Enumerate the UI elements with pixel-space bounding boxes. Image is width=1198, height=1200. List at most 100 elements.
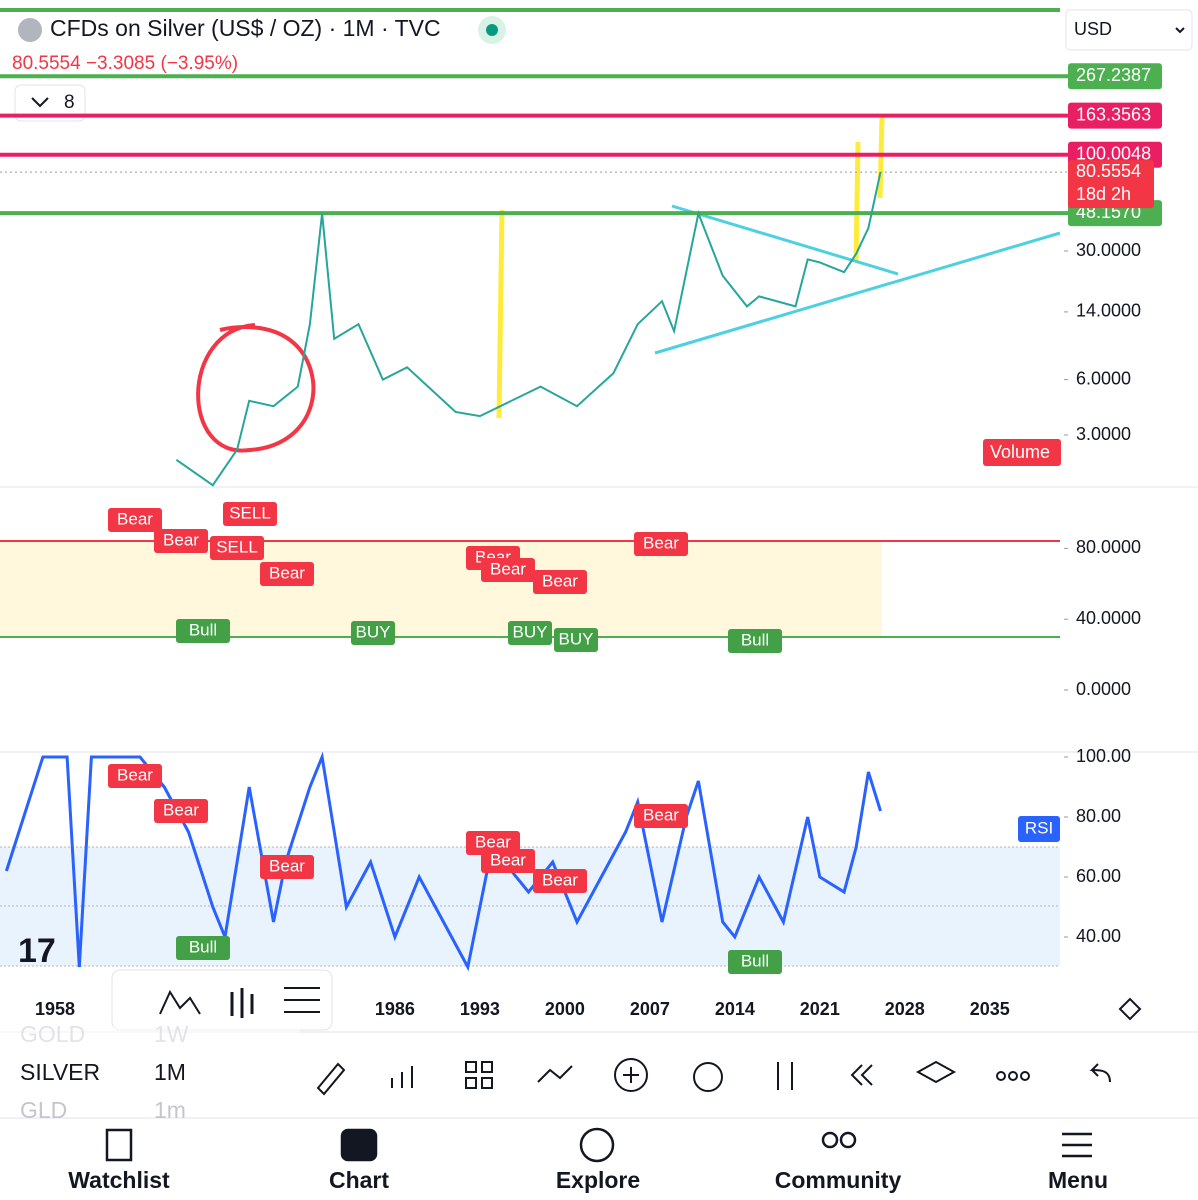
signal-label: Bear	[163, 800, 199, 819]
drawing-line	[877, 117, 885, 199]
nav-icon[interactable]	[579, 1127, 615, 1163]
tool-icon[interactable]	[614, 1058, 648, 1092]
tool-icon[interactable]	[850, 1064, 873, 1086]
rsi-badge	[1018, 816, 1060, 842]
nav-label[interactable]: Watchlist	[68, 1167, 170, 1193]
x-tick-label: 2035	[970, 999, 1010, 1019]
tool-icon[interactable]	[230, 988, 254, 1018]
tool-icon[interactable]	[465, 1061, 477, 1073]
x-tick-label: 1993	[460, 999, 500, 1019]
chart-title: CFDs on Silver (US$ / OZ) · 1M · TVC	[50, 15, 441, 41]
nav-icon[interactable]	[1062, 1132, 1092, 1158]
indicators-count: 8	[64, 92, 75, 113]
tool-icon[interactable]	[996, 1071, 1006, 1081]
x-tick-label: 2021	[800, 999, 840, 1019]
settings-icon[interactable]	[1118, 997, 1142, 1021]
signal-box	[533, 869, 587, 893]
x-tick-label: 2028	[885, 999, 925, 1019]
signal-box	[728, 629, 782, 653]
x-tick-label: 1958	[35, 999, 75, 1019]
nav-icon[interactable]	[839, 1131, 857, 1149]
drawing-line	[853, 141, 861, 263]
symbol-name[interactable]: GLD	[20, 1097, 67, 1123]
price-label: 163.3563	[1076, 104, 1151, 124]
symbol-name[interactable]: SILVER	[20, 1059, 100, 1085]
trend-line	[654, 231, 1061, 355]
signal-box	[223, 502, 277, 526]
price-label: 100.0048	[1076, 144, 1151, 164]
price-label-box	[1068, 63, 1162, 90]
signal-box	[481, 558, 535, 582]
signal-label: Bear	[542, 870, 578, 889]
indicators-toggle[interactable]	[14, 84, 86, 122]
signal-label: Bear	[490, 850, 526, 869]
signal-box	[481, 849, 535, 873]
market-dot	[486, 24, 498, 36]
volume-label: Volume	[990, 442, 1050, 462]
signal-box	[533, 570, 587, 594]
tool-icon[interactable]	[391, 1066, 413, 1088]
tool-icon[interactable]	[284, 987, 320, 1013]
volume-box	[983, 439, 1061, 466]
undo-icon[interactable]	[1089, 1063, 1111, 1083]
last-price-box	[1068, 160, 1154, 209]
drawing-circle	[196, 323, 316, 453]
tool-icon[interactable]	[537, 1065, 573, 1083]
tool-icon[interactable]	[1008, 1071, 1018, 1081]
quote: 80.5554 −3.3085 (−3.95%)	[12, 53, 238, 74]
nav-icon[interactable]	[821, 1131, 839, 1149]
nav-icon[interactable]	[105, 1128, 133, 1162]
signal-box	[634, 532, 688, 556]
signal-label: SELL	[216, 537, 258, 556]
y-tick-label: 80.00	[1076, 806, 1121, 826]
signal-box	[108, 764, 162, 788]
symbol-logo	[18, 18, 42, 42]
nav-label[interactable]: Community	[775, 1167, 902, 1193]
tool-icon[interactable]	[465, 1077, 477, 1089]
tool-icon[interactable]	[316, 1062, 346, 1096]
signal-label: BUY	[513, 622, 548, 641]
signal-box	[176, 619, 230, 643]
tool-icon[interactable]	[777, 1062, 793, 1090]
signal-label: Bull	[189, 937, 217, 956]
price-label-box	[1068, 102, 1162, 129]
oscillator-band	[0, 541, 882, 637]
nav-label[interactable]: Explore	[556, 1167, 640, 1193]
tool-icon[interactable]	[1020, 1071, 1030, 1081]
x-tick-label: 2007	[630, 999, 670, 1019]
tool-icon[interactable]	[481, 1061, 493, 1073]
y-tick-label: 40.0000	[1076, 608, 1141, 628]
rsi-label: RSI	[1025, 818, 1053, 837]
price-line	[175, 171, 882, 487]
chevron-icon	[1175, 27, 1185, 34]
tool-icon[interactable]	[915, 1060, 957, 1084]
nav-icon[interactable]	[340, 1128, 378, 1162]
y-tick-label: 0.0000	[1076, 679, 1131, 699]
y-tick-label: 6.0000	[1076, 368, 1131, 388]
signal-box	[154, 799, 208, 823]
currency-select[interactable]	[1065, 9, 1193, 51]
tool-icon[interactable]	[481, 1077, 493, 1089]
trend-line	[671, 204, 899, 276]
signal-label: SELL	[229, 503, 271, 522]
signal-label: Bear	[542, 571, 578, 590]
signal-label: Bull	[189, 620, 217, 639]
y-tick-label: 30.0000	[1076, 240, 1141, 260]
nav-label[interactable]: Menu	[1048, 1167, 1108, 1193]
signal-box	[176, 936, 230, 960]
tool-icon[interactable]	[693, 1062, 723, 1092]
tool-icon[interactable]	[159, 989, 201, 1015]
symbol-interval[interactable]: 1M	[154, 1059, 186, 1085]
x-tick-label: 2014	[715, 999, 755, 1019]
signal-label: BUY	[559, 629, 594, 648]
symbol-interval[interactable]: 1m	[154, 1097, 186, 1123]
signal-box	[508, 621, 552, 645]
signal-box	[210, 536, 264, 560]
y-tick-label: 60.00	[1076, 866, 1121, 886]
tool-icon[interactable]	[623, 1067, 639, 1083]
price-label: 267.2387	[1076, 65, 1151, 85]
x-tick-label: 1986	[375, 999, 415, 1019]
nav-label[interactable]: Chart	[329, 1167, 389, 1193]
signal-label: Bear	[475, 832, 511, 851]
